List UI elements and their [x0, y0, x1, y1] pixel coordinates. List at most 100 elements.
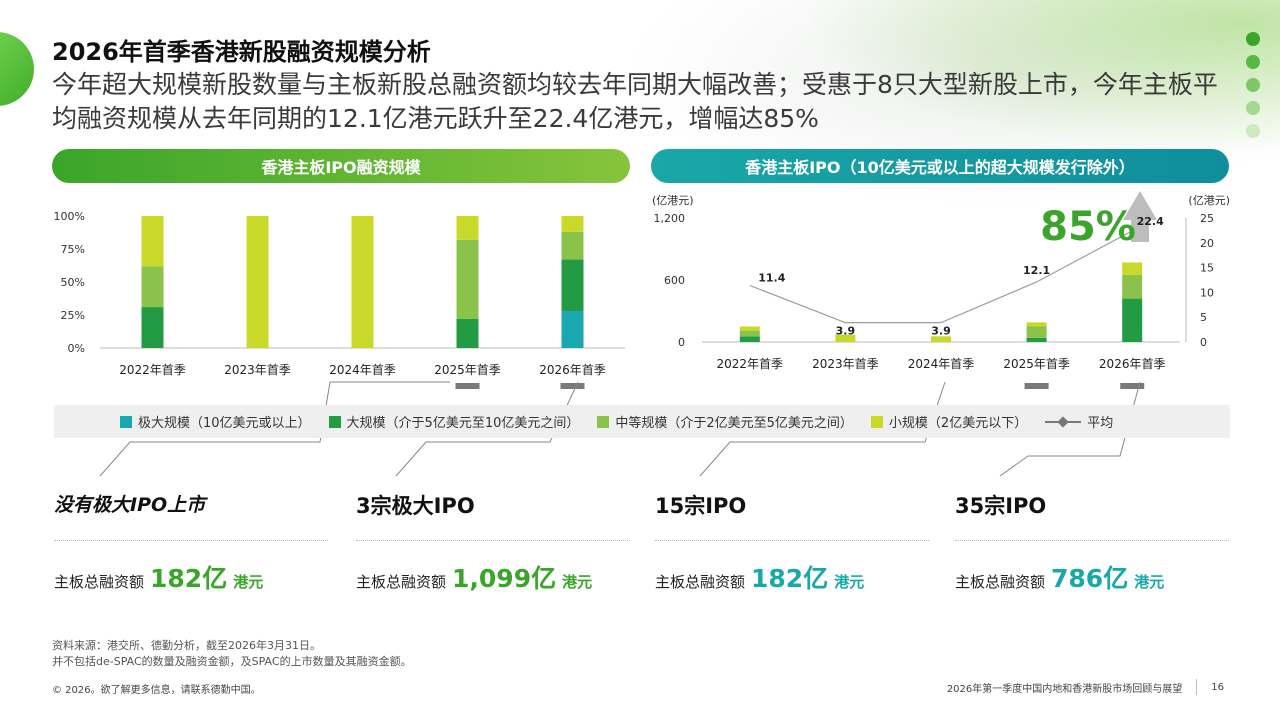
- slide-nav-dots: [1246, 32, 1260, 138]
- left-chart-title: 香港主板IPO融资规模: [52, 149, 630, 183]
- left-tick-label: 1,200: [654, 212, 686, 225]
- bar-segment: [141, 216, 164, 267]
- y-tick-label: 75%: [61, 243, 85, 256]
- average-data-label: 3.9: [836, 325, 856, 338]
- stat-unit: 港元: [562, 573, 593, 591]
- stat-headline: 3宗极大IPO: [356, 494, 475, 518]
- stat-headline: 没有极大IPO上市: [54, 494, 206, 516]
- footer-divider: [1196, 679, 1198, 695]
- right-axis-unit: (亿港元): [1188, 194, 1230, 207]
- x-tick-label: 2026年首季: [539, 363, 606, 377]
- bar-segment: [1122, 262, 1143, 275]
- x-tick-label: 2026年首季: [1099, 357, 1166, 371]
- average-marker: [1120, 383, 1145, 389]
- page-title: 2026年首季香港新股融资规模分析: [52, 38, 431, 66]
- average-data-label: 12.1: [1023, 264, 1050, 277]
- source-line: 资料来源：港交所、德勤分析，截至2026年3月31日。: [52, 639, 321, 652]
- left-stacked-percent-chart: 100% 75% 50% 25% 0% 2022年首季 2023年首季 2024年首季 2025…: [54, 210, 625, 389]
- growth-arrow: [1123, 191, 1157, 242]
- header-background-decoration: [560, 0, 1280, 230]
- nav-dot: [1246, 78, 1260, 92]
- y-tick-label: 100%: [54, 210, 85, 223]
- x-tick-label: 2023年首季: [812, 357, 879, 371]
- legend-swatch: [597, 415, 610, 428]
- average-marker: [560, 383, 585, 389]
- average-marker: [455, 383, 480, 389]
- left-tick-label: 0: [678, 336, 685, 349]
- stat-label: 主板总融资额: [955, 573, 1046, 591]
- legend-line-swatch: [1045, 416, 1082, 428]
- stat-unit: 港元: [1134, 573, 1165, 591]
- stat-unit: 港元: [834, 573, 865, 591]
- stat-headline: 35宗IPO: [955, 494, 1047, 518]
- stat-label: 主板总融资额: [655, 573, 746, 591]
- right-tick-label: 10: [1200, 286, 1214, 299]
- chart-legend: 极大规模（10亿美元或以上） 大规模（介于5亿美元至10亿美元之间） 中等规模（介于…: [54, 405, 1230, 438]
- legend-swatch: [328, 415, 341, 428]
- x-tick-label: 2025年首季: [434, 363, 501, 377]
- nav-dot: [1246, 55, 1260, 69]
- right-chart-title: 香港主板IPO（10亿美元或以上的超大规模发行除外）: [651, 149, 1229, 183]
- bar-segment: [456, 239, 479, 319]
- bar-segment: [141, 266, 164, 308]
- legend-label: 小规模（2亿美元以下）: [888, 416, 1028, 431]
- x-tick-label: 2022年首季: [119, 363, 186, 377]
- source-line: 并不包括de-SPAC的数量及融资金额，及SPAC的上市数量及其融资金额。: [52, 655, 412, 668]
- bar-segment: [1026, 322, 1047, 327]
- legend-item: 极大规模（10亿美元或以上）: [120, 412, 311, 431]
- stat-block-2025-left: 没有极大IPO上市 主板总融资额 182亿 港元: [54, 490, 328, 595]
- x-tick-label: 2024年首季: [329, 363, 396, 377]
- legend-item: 大规模（介于5亿美元至10亿美元之间）: [328, 412, 580, 431]
- legend-swatch: [870, 415, 883, 428]
- growth-percent-label: 85%: [1040, 204, 1136, 250]
- stat-block-2026-left: 3宗极大IPO 主板总融资额 1,099亿 港元: [356, 490, 630, 595]
- divider: [955, 540, 1229, 541]
- bar-segment: [456, 318, 479, 348]
- bar-segment: [141, 307, 164, 348]
- right-tick-label: 15: [1200, 262, 1214, 275]
- x-tick-label: 2025年首季: [1003, 357, 1070, 371]
- bar-segment: [1122, 298, 1143, 342]
- legend-item: 中等规模（介于2亿美元至5亿美元之间）: [597, 412, 853, 431]
- stat-label: 主板总融资额: [54, 573, 145, 591]
- y-tick-label: 0%: [68, 342, 85, 355]
- legend-swatch: [120, 415, 132, 428]
- right-stacked-amount-chart: (亿港元) (亿港元) 1,200 600 0 25 20 15 10 5 0 2022年首季 2023…: [652, 191, 1230, 389]
- bar-segment: [561, 311, 584, 348]
- bar-segment: [1026, 337, 1047, 342]
- stat-unit: 港元: [233, 573, 264, 591]
- y-tick-label: 50%: [61, 276, 85, 289]
- left-tick-label: 600: [664, 274, 685, 287]
- stat-block-2025-right: 15宗IPO 主板总融资额 182亿 港元: [655, 490, 929, 595]
- stat-headline: 15宗IPO: [655, 494, 747, 518]
- legend-label: 中等规模（介于2亿美元至5亿美元之间）: [615, 416, 853, 431]
- average-marker: [1024, 383, 1049, 389]
- x-tick-label: 2022年首季: [717, 357, 784, 371]
- footer-right: 2026年第一季度中国内地和香港新股市场回顾与展望 16: [947, 679, 1224, 695]
- right-tick-label: 20: [1200, 237, 1214, 250]
- bar-segment: [931, 336, 951, 342]
- bar-segment: [739, 326, 760, 331]
- bar-segment: [561, 231, 584, 260]
- bar-segment: [739, 330, 760, 337]
- bar-segment: [739, 336, 760, 342]
- source-note: 资料来源：港交所、德勤分析，截至2026年3月31日。 并不包括de-SPAC的…: [52, 638, 412, 670]
- stat-value: 1,099亿: [452, 564, 557, 593]
- average-data-label: 11.4: [758, 271, 785, 284]
- x-tick-label: 2024年首季: [908, 357, 975, 371]
- footer-report-title: 2026年第一季度中国内地和香港新股市场回顾与展望: [946, 683, 1183, 695]
- stat-value: 182亿: [150, 564, 228, 593]
- average-line: [749, 230, 1133, 324]
- legend-label: 极大规模（10亿美元或以上）: [138, 416, 311, 431]
- bar-segment: [1026, 326, 1047, 338]
- stat-block-2026-right: 35宗IPO 主板总融资额 786亿 港元: [955, 490, 1229, 595]
- footer-copyright: © 2026。欲了解更多信息，请联系德勤中国。: [52, 685, 261, 696]
- divider: [356, 540, 630, 541]
- stat-label: 主板总融资额: [356, 573, 447, 591]
- bar-segment: [456, 216, 479, 240]
- divider: [655, 540, 929, 541]
- legend-label: 大规模（介于5亿美元至10亿美元之间）: [346, 416, 580, 431]
- right-tick-label: 5: [1200, 311, 1207, 324]
- y-tick-label: 25%: [61, 309, 85, 322]
- divider: [54, 540, 328, 541]
